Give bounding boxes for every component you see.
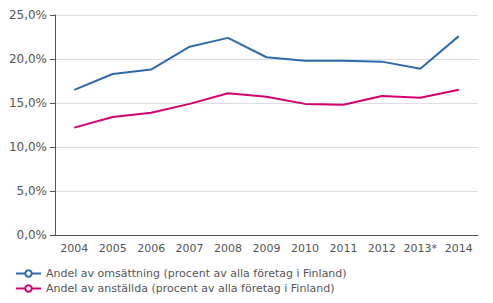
svg-text:2008: 2008 — [214, 242, 242, 255]
svg-text:Andel av omsättning (procent a: Andel av omsättning (procent av alla för… — [46, 267, 347, 280]
svg-text:25,0%: 25,0% — [9, 8, 47, 22]
svg-text:2013*: 2013* — [404, 242, 438, 255]
svg-text:2006: 2006 — [137, 242, 165, 255]
svg-text:2011: 2011 — [329, 242, 357, 255]
svg-text:10,0%: 10,0% — [9, 140, 47, 154]
svg-text:2012: 2012 — [368, 242, 396, 255]
svg-text:0,0%: 0,0% — [17, 228, 48, 242]
svg-text:2009: 2009 — [253, 242, 281, 255]
svg-text:15,0%: 15,0% — [9, 96, 47, 110]
svg-text:2010: 2010 — [291, 242, 319, 255]
svg-text:20,0%: 20,0% — [9, 52, 47, 66]
svg-text:2007: 2007 — [176, 242, 204, 255]
svg-text:Andel av anställda (procent av: Andel av anställda (procent av alla före… — [46, 282, 334, 295]
svg-text:2014: 2014 — [445, 242, 473, 255]
svg-text:2004: 2004 — [60, 242, 88, 255]
svg-text:5,0%: 5,0% — [17, 184, 48, 198]
svg-text:2005: 2005 — [99, 242, 127, 255]
